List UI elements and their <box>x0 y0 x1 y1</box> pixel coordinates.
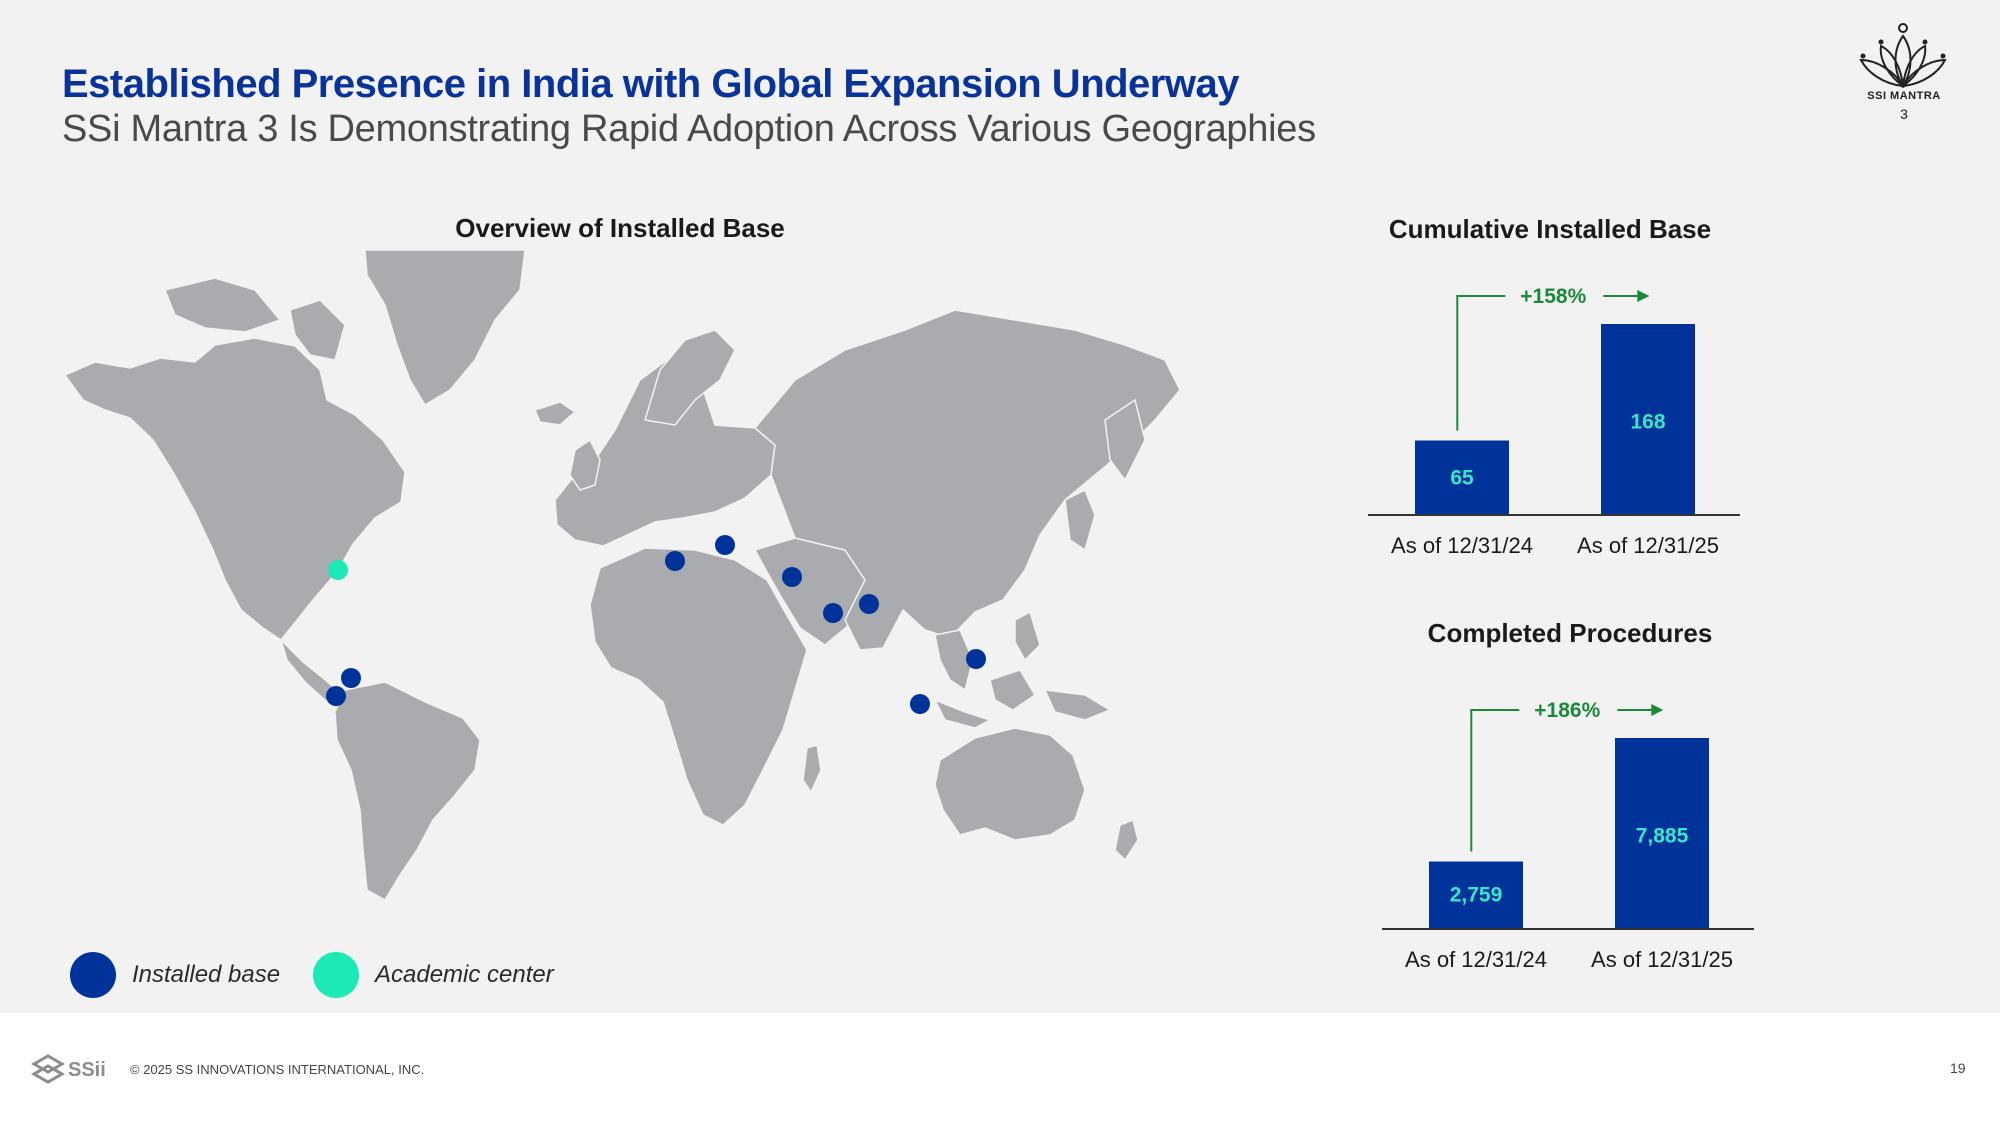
land-indonesia-1 <box>933 698 992 729</box>
legend-installed-base: Installed base <box>70 952 280 998</box>
marker-installed-ecuador <box>326 686 346 706</box>
page-number: 19 <box>1950 1060 1966 1076</box>
bar-label-2024: 65 <box>1450 467 1474 490</box>
land-arctic-islands <box>163 277 282 333</box>
marker-installed-indonesia <box>910 694 930 714</box>
growth-arrowhead <box>1637 290 1650 302</box>
bar-2025 <box>1601 324 1695 514</box>
land-kamchatka <box>1104 398 1146 482</box>
growth-arrowhead <box>1651 704 1664 716</box>
bar-label-2024: 2,759 <box>1450 883 1503 906</box>
land-indonesia-2 <box>989 669 1037 711</box>
map-markers <box>326 535 986 714</box>
marker-academic-us-east <box>328 560 348 580</box>
land-madagascar <box>802 744 822 794</box>
bar-2024 <box>1429 861 1523 928</box>
land-scandinavia <box>644 329 736 426</box>
category-label-2025: As of 12/31/25 <box>1577 533 1719 558</box>
land-indochina <box>934 629 974 692</box>
marker-installed-nepal <box>859 594 879 614</box>
land-new-guinea <box>1043 689 1112 721</box>
footer-bar <box>0 1013 2000 1125</box>
category-label-2025: As of 12/31/25 <box>1591 947 1733 972</box>
copyright-text: © 2025 SS INNOVATIONS INTERNATIONAL, INC… <box>130 1062 425 1077</box>
category-label-2024: As of 12/31/24 <box>1391 533 1533 558</box>
bar-label-2025: 168 <box>1630 411 1665 434</box>
marker-installed-india <box>823 603 843 623</box>
land-baffin <box>289 299 346 361</box>
chart-completed-procedures: +186% 2,759 7,885 As of 12/31/24 As of 1… <box>1382 699 1754 972</box>
chart-procedures-title: Completed Procedures <box>1427 618 1713 648</box>
land-australia <box>934 727 1086 841</box>
marker-installed-colombia <box>341 668 361 688</box>
land-south-america <box>334 681 481 900</box>
page-subtitle: SSi Mantra 3 Is Demonstrating Rapid Adop… <box>62 108 1316 150</box>
growth-label: +186% <box>1534 699 1600 722</box>
world-map <box>63 250 1181 900</box>
land-new-zealand <box>1114 818 1139 862</box>
land-greenland <box>364 250 526 407</box>
legend-installed-label: Installed base <box>132 961 281 988</box>
chart-cumulative-installed-base: +158% 65 168 As of 12/31/24 As of 12/31/… <box>1368 285 1740 558</box>
map-title: Overview of Installed Base <box>455 213 785 243</box>
bar-label-2025: 7,885 <box>1636 825 1689 848</box>
marker-installed-pakistan <box>782 567 802 587</box>
page-title: Established Presence in India with Globa… <box>62 62 1239 106</box>
chart-installed-title: Cumulative Installed Base <box>1388 214 1712 244</box>
legend-academic-dot <box>313 952 359 998</box>
marker-installed-greece <box>665 551 685 571</box>
legend-academic-center: Academic center <box>313 952 554 998</box>
svg-text:SSii: SSii <box>68 1059 106 1081</box>
legend-academic-label: Academic center <box>375 961 554 988</box>
land-africa <box>589 547 808 826</box>
land-britain <box>569 438 601 491</box>
ssii-logo: SSii <box>30 1054 106 1084</box>
land-japan <box>1064 488 1096 552</box>
marker-installed-philippines <box>966 649 986 669</box>
land-iceland <box>533 401 577 426</box>
land-philippines <box>1014 610 1041 662</box>
ssi-mantra-lotus-logo <box>1859 23 1947 89</box>
bar-2025 <box>1615 738 1709 928</box>
land-north-america <box>63 337 406 642</box>
growth-bracket <box>1470 709 1520 852</box>
bar-2024 <box>1415 440 1509 514</box>
logo-wordmark: SSI MANTRA <box>1867 90 1941 102</box>
marker-installed-turkey <box>715 535 735 555</box>
legend-installed-dot <box>70 952 116 998</box>
growth-bracket <box>1456 295 1506 431</box>
land-asia <box>753 309 1181 651</box>
logo-version: 3 <box>1900 106 1908 122</box>
category-label-2024: As of 12/31/24 <box>1405 947 1547 972</box>
growth-label: +158% <box>1520 285 1586 308</box>
